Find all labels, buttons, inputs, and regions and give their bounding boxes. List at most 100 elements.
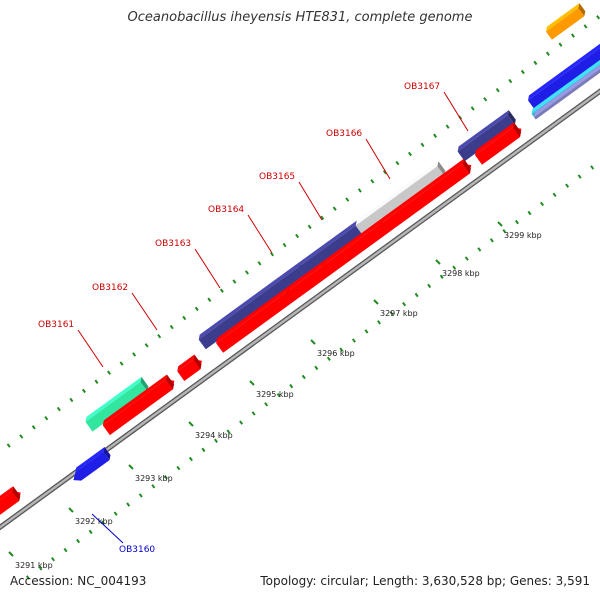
outer-tick [433,133,438,138]
cds-gene-block-face [0,486,14,501]
outer-tick [207,297,212,302]
cds-gene-block [102,374,175,436]
outer-tick [596,15,600,20]
cog-gene-block-face [140,376,149,392]
scale-tick [565,183,570,188]
outer-tick [94,379,99,384]
scale-tick [489,238,494,243]
scale-tick [138,493,143,498]
scale-label: 3294 kbp [195,431,233,440]
cog-gene-block [528,43,600,111]
scale-tick [163,475,168,480]
genome-summary: Topology: circular; Length: 3,630,528 bp… [260,574,590,588]
outer-tick [445,124,450,129]
cog-gene-block-face [75,447,105,473]
outer-tick [31,425,36,430]
cog-gene-block [198,262,307,350]
outer-tick [533,60,538,66]
cds-gene-block-face [216,291,295,353]
scale-major-tick [310,339,316,345]
scale-tick [464,256,469,261]
cds-gene-block [475,122,522,165]
gene-label: OB3167 [404,82,440,92]
outer-tick [257,261,262,266]
cds-gene-block-face [102,379,175,436]
scale-tick [113,511,118,516]
cog-gene-block-face [528,48,600,111]
outer-tick [345,197,350,202]
cds-gene-block-face [534,64,600,118]
outer-tick [56,406,61,412]
cog-gene-block [73,447,111,481]
scale-tick [540,201,545,207]
cds-gene-block [379,158,472,234]
outer-tick [583,24,588,29]
outer-tick [270,251,275,257]
scale-major-tick [128,464,134,470]
outer-tick [194,306,199,312]
scale-tick [151,484,156,489]
outer-tick [157,333,162,339]
cds-gene-block-face [286,260,324,292]
scale-major-tick [188,421,194,427]
outer-tick [282,242,287,248]
scale-tick [414,292,419,298]
scale-tick [264,402,269,407]
cog-gene-block-face [298,225,363,277]
cds-gene-block-face [193,354,202,370]
outer-tick [508,78,513,84]
outer-tick [144,343,149,348]
cds-gene-block-face [379,163,472,234]
cds-gene-block [534,64,600,120]
cds-gene-block-face [12,486,21,501]
outer-tick [81,388,86,394]
scale-tick [251,411,256,416]
outer-tick [182,315,187,321]
outer-tick [232,279,237,284]
scale-tick [176,465,181,471]
outer-tick [420,142,425,148]
cds-gene-block [177,354,202,381]
outer-tick [107,370,112,375]
cog-gene-block-face [103,447,111,461]
cog-gene-block-face [507,110,516,125]
cog-gene-block-face [355,166,445,236]
scale-label: 3296 kbp [317,349,355,358]
gene-leader-line [131,292,158,331]
scale-tick [351,338,356,343]
cog-gene-block-face [198,262,300,340]
scale-label: 3295 kbp [256,390,294,399]
cog-gene-block-face [578,3,586,17]
outer-tick [119,361,124,366]
scale-tick [214,438,218,443]
outer-tick [395,160,400,166]
scale-label: 3298 kbp [442,269,480,278]
scale-tick [188,456,193,462]
scale-tick [427,283,432,289]
cog-gene-block [546,3,586,40]
cds-gene-block-face [322,224,388,276]
scale-label: 3297 kbp [380,309,418,318]
scale-tick [25,575,30,580]
map-title: Oceanobacillus iheyensis HTE831, complet… [127,10,473,25]
cog-gene-block-face [437,161,446,176]
scale-tick [364,329,369,334]
scale-major-tick [435,259,441,265]
cds-gene-block-face [177,359,202,381]
scale-tick [502,229,507,234]
scale-tick [226,429,231,434]
scale-tick [126,502,131,507]
cds-gene-block-face [475,122,514,155]
scale-tick [402,301,407,307]
scale-tick [38,566,43,571]
outer-tick [407,151,412,157]
gene-label: OB3165 [259,172,295,182]
cds-gene-block-face [0,491,21,515]
gene-label: OB3160 [119,545,155,555]
outer-tick [169,324,174,330]
scale-label: 3293 kbp [135,474,173,483]
gene-label: OB3161 [38,320,74,330]
scale-label: 3299 kbp [504,231,542,240]
scale-tick [590,165,595,170]
